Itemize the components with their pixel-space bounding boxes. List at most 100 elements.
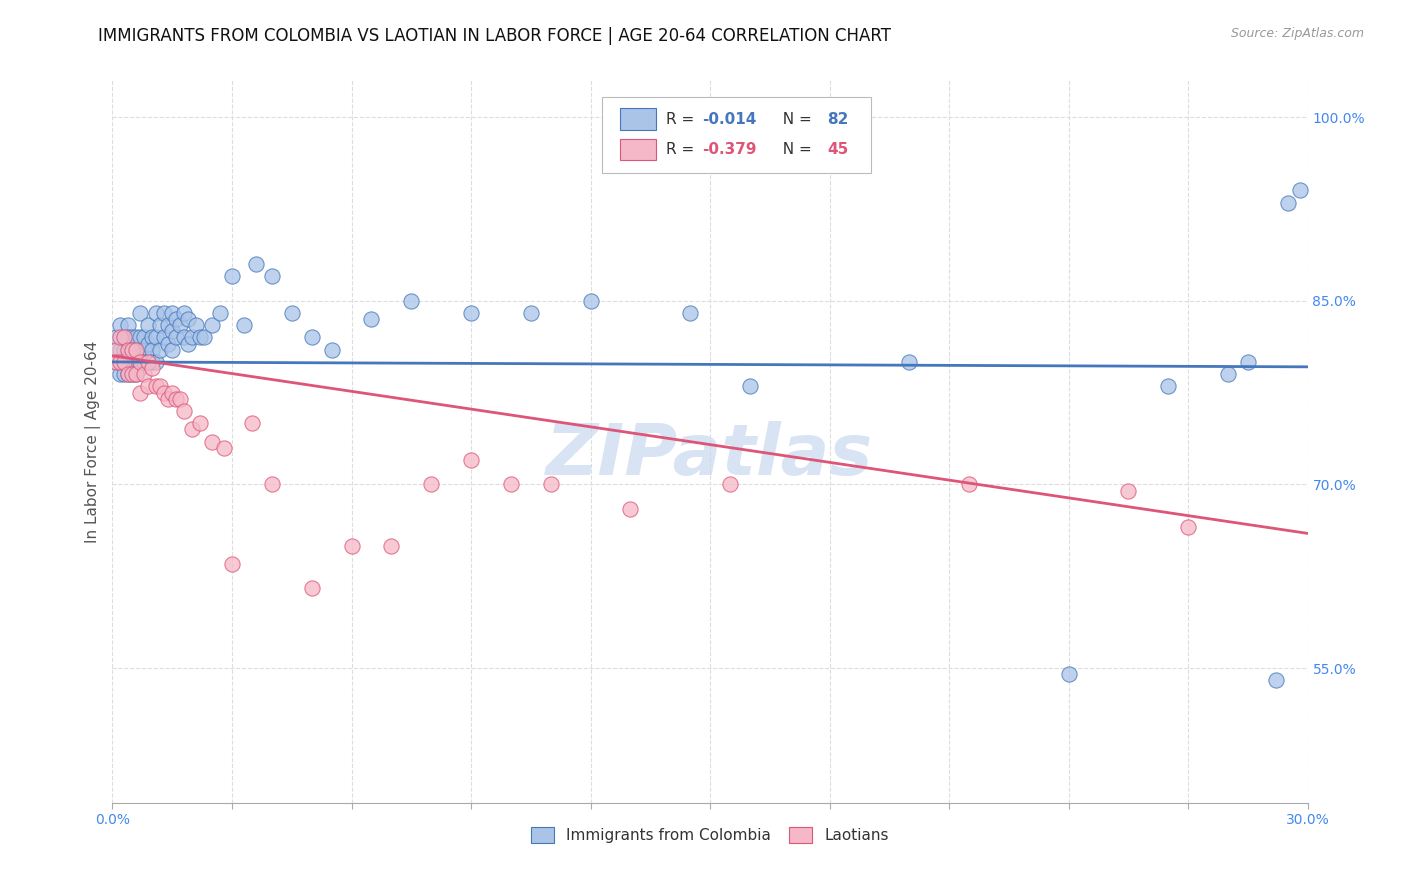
Point <box>110 318 132 333</box>
Point <box>134 330 156 344</box>
Point <box>141 355 163 369</box>
Text: R =: R = <box>666 112 699 127</box>
Point <box>173 404 195 418</box>
Point <box>114 330 135 344</box>
Point <box>173 330 195 344</box>
Point <box>138 336 160 351</box>
Point <box>134 355 156 369</box>
Point <box>169 392 191 406</box>
Point <box>181 330 204 344</box>
Point <box>145 306 167 320</box>
Point <box>121 367 143 381</box>
Point <box>129 306 152 320</box>
Point <box>1118 483 1140 498</box>
Y-axis label: In Labor Force | Age 20-64: In Labor Force | Age 20-64 <box>86 341 101 542</box>
Point <box>157 318 180 333</box>
Point <box>121 343 143 357</box>
Point <box>125 355 148 369</box>
Point <box>1264 673 1286 688</box>
Point <box>240 416 263 430</box>
Point <box>117 343 139 357</box>
Point <box>121 367 143 381</box>
Point <box>1057 667 1080 681</box>
Point <box>181 422 204 436</box>
Point <box>520 306 543 320</box>
Point <box>233 318 256 333</box>
Point <box>460 306 482 320</box>
Point <box>157 392 180 406</box>
Text: ZIPatlas: ZIPatlas <box>547 422 873 491</box>
Legend: Immigrants from Colombia, Laotians: Immigrants from Colombia, Laotians <box>524 822 896 849</box>
Point <box>138 355 160 369</box>
Point <box>149 318 172 333</box>
Text: -0.014: -0.014 <box>702 112 756 127</box>
Point <box>153 330 176 344</box>
Point <box>153 306 176 320</box>
Point <box>1288 184 1310 198</box>
Point <box>129 385 152 400</box>
Point <box>1157 379 1180 393</box>
Point <box>619 502 641 516</box>
Point <box>162 385 183 400</box>
Point <box>141 330 163 344</box>
Point <box>177 336 200 351</box>
Point <box>117 355 139 369</box>
Point <box>499 477 522 491</box>
Point <box>165 392 187 406</box>
Point <box>134 367 156 381</box>
Point <box>129 343 152 357</box>
Text: -0.379: -0.379 <box>702 142 756 157</box>
Point <box>360 312 382 326</box>
Point <box>129 361 152 376</box>
Point <box>173 306 195 320</box>
Point <box>579 293 602 308</box>
FancyBboxPatch shape <box>620 109 657 130</box>
Point <box>321 343 343 357</box>
Point <box>301 330 323 344</box>
Point <box>738 379 761 393</box>
Point <box>177 312 200 326</box>
Point <box>125 343 148 357</box>
Point <box>145 379 167 393</box>
Point <box>138 379 160 393</box>
Point <box>898 355 921 369</box>
Point <box>125 330 148 344</box>
Point <box>121 355 143 369</box>
Point <box>162 306 183 320</box>
Point <box>145 355 167 369</box>
Point <box>162 343 183 357</box>
Point <box>188 330 211 344</box>
Point <box>114 330 135 344</box>
Text: IMMIGRANTS FROM COLOMBIA VS LAOTIAN IN LABOR FORCE | AGE 20-64 CORRELATION CHART: IMMIGRANTS FROM COLOMBIA VS LAOTIAN IN L… <box>98 27 891 45</box>
Point <box>114 367 135 381</box>
Point <box>718 477 741 491</box>
Point <box>105 355 128 369</box>
Text: Source: ZipAtlas.com: Source: ZipAtlas.com <box>1230 27 1364 40</box>
Point <box>117 318 139 333</box>
Point <box>125 343 148 357</box>
Point <box>145 330 167 344</box>
Point <box>141 343 163 357</box>
Text: R =: R = <box>666 142 699 157</box>
Point <box>1216 367 1239 381</box>
Text: N =: N = <box>773 142 817 157</box>
Point <box>260 477 283 491</box>
Point <box>129 330 152 344</box>
Point <box>153 385 176 400</box>
Point <box>117 367 139 381</box>
Point <box>301 582 323 596</box>
Point <box>201 318 224 333</box>
Point <box>114 355 135 369</box>
Point <box>110 330 132 344</box>
Point <box>125 367 148 381</box>
Point <box>125 367 148 381</box>
Point <box>186 318 208 333</box>
Point <box>460 453 482 467</box>
Point <box>117 343 139 357</box>
Point <box>149 343 172 357</box>
Point <box>129 355 152 369</box>
Point <box>110 343 132 357</box>
Point <box>149 379 172 393</box>
Point <box>114 355 135 369</box>
Point <box>162 324 183 338</box>
